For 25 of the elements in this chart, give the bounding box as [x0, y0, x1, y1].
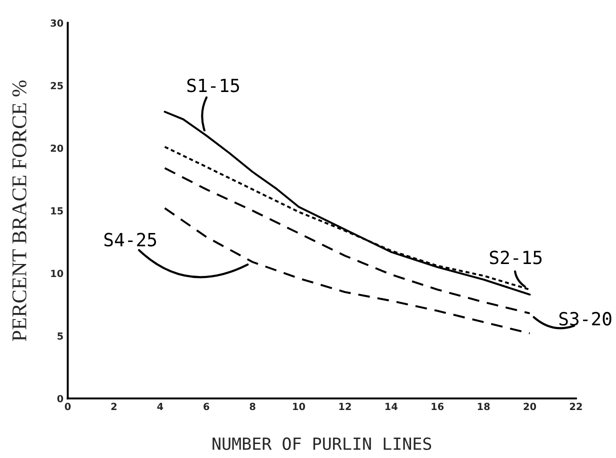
series-label: S1-15	[187, 78, 240, 92]
x-tick-label: 4	[157, 402, 164, 410]
y-axis-title: PERCENT BRACE FORCE %	[12, 80, 26, 341]
y-tick-label: 30	[50, 19, 64, 27]
x-tick-label: 20	[524, 402, 536, 410]
x-tick-label: 16	[432, 402, 444, 410]
x-tick-label: 10	[293, 402, 306, 410]
x-tick-label: 18	[478, 402, 490, 410]
x-axis-title: NUMBER OF PURLIN LINES	[212, 437, 432, 450]
y-tick-label: 15	[51, 207, 63, 215]
y-tick-label: 5	[58, 332, 63, 340]
x-tick-label: 8	[250, 402, 256, 410]
x-tick-label: 12	[339, 402, 351, 410]
x-tick-label: 2	[111, 402, 116, 410]
y-tick-label: 25	[50, 82, 63, 90]
series-label: S4-25	[104, 232, 156, 246]
y-tick-label: 10	[51, 270, 64, 278]
y-tick-label: 0	[57, 394, 64, 402]
series-label: S2-15	[490, 250, 542, 264]
x-tick-label: 6	[204, 402, 210, 410]
x-tick-label: 14	[385, 402, 398, 410]
x-tick-label: 0	[64, 402, 71, 410]
x-tick-label: 22	[570, 402, 582, 410]
y-tick-label: 20	[50, 144, 64, 152]
series-label: S3-20	[559, 312, 612, 326]
